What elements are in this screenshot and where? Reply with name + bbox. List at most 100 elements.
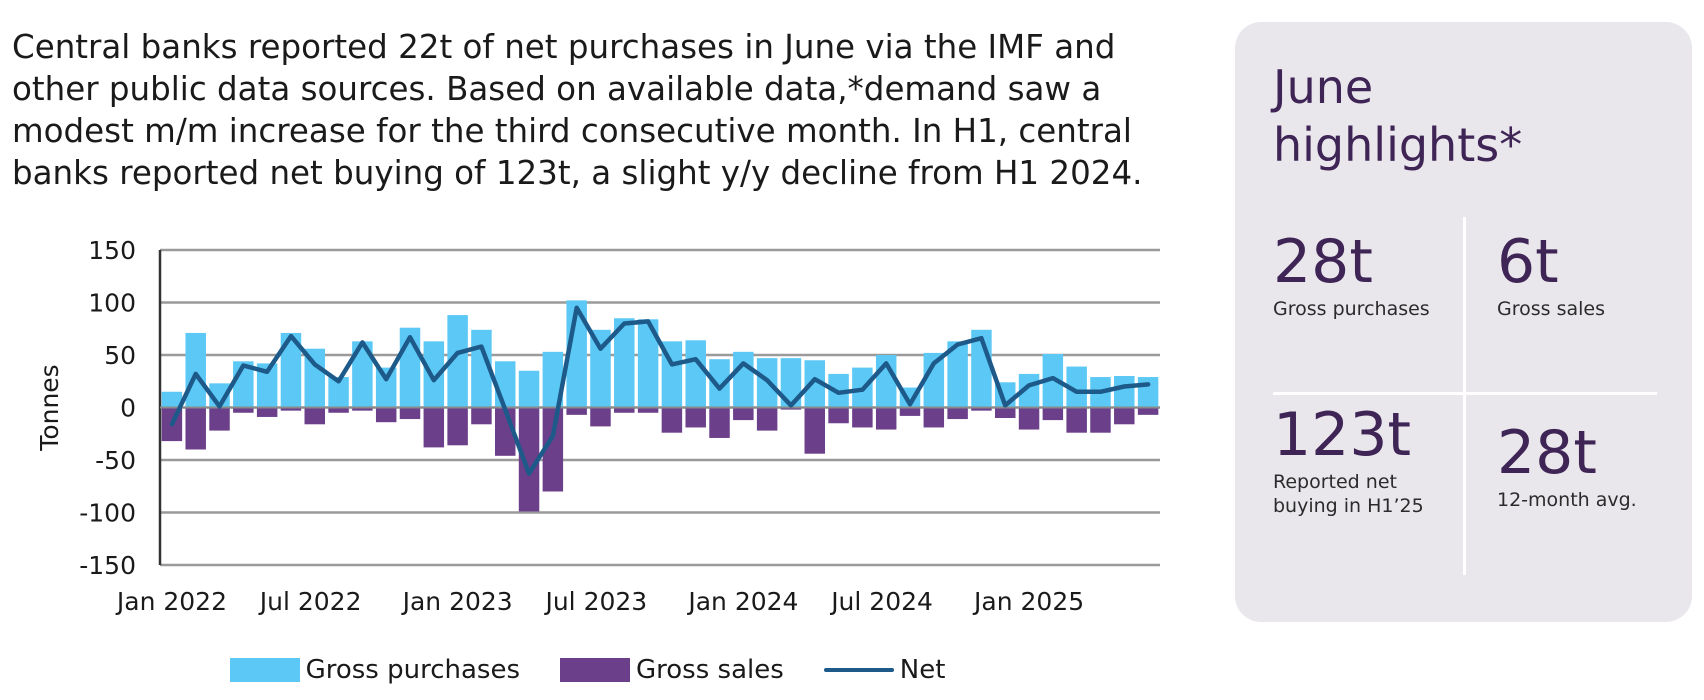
stat-12-month-avg: 28t 12-month avg. [1497, 418, 1637, 512]
bar-gross-sales [804, 407, 825, 454]
bar-gross-purchases [947, 341, 968, 408]
bar-gross-sales [709, 407, 730, 438]
chart-canvas: 150 100 50 0 -50 -100 -150 Tonnes Jan 2022 Jul 20… [35, 236, 1160, 616]
bar-gross-sales [661, 407, 683, 433]
intro-paragraph: Central banks reported 22t of net purcha… [12, 28, 1143, 192]
bar-gross-purchases [304, 348, 325, 408]
y-tick-label: 0 [120, 394, 136, 423]
legend-label-purchases: Gross purchases [305, 655, 520, 685]
bar-gross-sales [590, 407, 611, 427]
bar-gross-sales [256, 407, 278, 417]
bar-gross-sales [1066, 407, 1087, 433]
x-tick-label: Jan 2022 [115, 587, 227, 616]
legend-label-sales: Gross sales [636, 655, 784, 685]
y-axis-label: Tonnes [35, 364, 64, 451]
bar-gross-purchases [685, 340, 706, 408]
stat-label: 12-month avg. [1497, 489, 1637, 511]
bar-gross-sales [1090, 407, 1111, 433]
y-tick-label: -50 [95, 446, 136, 475]
chart-legend: Gross purchases Gross sales Net [0, 650, 1175, 690]
x-tick-label: Jan 2024 [686, 587, 798, 616]
gold-demand-chart: 150 100 50 0 -50 -100 -150 Tonnes Jan 2022 Jul 20… [0, 210, 1175, 700]
bar-gross-sales [828, 407, 849, 424]
stat-gross-sales: 6t Gross sales [1497, 227, 1605, 321]
bar-gross-sales [471, 407, 492, 425]
x-tick-label: Jul 2022 [258, 587, 362, 616]
bar-gross-sales [995, 407, 1016, 418]
bar-gross-purchases [352, 341, 373, 408]
bar-gross-purchases [590, 329, 611, 408]
bar-gross-sales [185, 407, 206, 450]
x-tick-label: Jan 2025 [972, 587, 1084, 616]
bar-gross-purchases [1137, 377, 1159, 408]
bar-gross-sales [614, 407, 635, 413]
legend-item-sales: Gross sales [560, 655, 784, 685]
bar-gross-sales [971, 407, 992, 411]
legend-item-net: Net [823, 655, 946, 685]
bar-gross-sales [352, 407, 373, 411]
bar-gross-sales [566, 407, 587, 415]
bar-gross-purchases [256, 363, 278, 408]
stat-value: 6t [1497, 227, 1559, 297]
x-tick-label: Jul 2023 [543, 587, 647, 616]
stat-label: Reported net [1273, 471, 1397, 493]
bar-gross-sales [1042, 407, 1064, 421]
legend-label-net: Net [899, 655, 946, 685]
bar-gross-sales [733, 407, 754, 421]
bar-gross-sales [518, 407, 540, 512]
bar-gross-sales [1018, 407, 1040, 430]
highlights-panel: June highlights* 28t Gross purchases 6t … [1235, 22, 1692, 622]
bar-gross-sales [209, 407, 230, 431]
bar-gross-sales [447, 407, 468, 446]
y-tick-label: 150 [88, 236, 136, 265]
y-tick-label: -100 [79, 499, 136, 528]
bar-gross-sales [399, 407, 421, 420]
bar-gross-sales [233, 407, 254, 413]
bar-gross-sales [947, 407, 968, 420]
legend-swatch-sales [560, 658, 630, 682]
bar-gross-purchases [280, 332, 302, 408]
net-line [169, 305, 1151, 476]
bar-gross-purchases [1042, 353, 1064, 408]
x-tick-label: Jul 2024 [829, 587, 933, 616]
stat-value: 28t [1497, 418, 1597, 488]
bar-gross-purchases [185, 332, 206, 408]
y-tick-label: -150 [79, 551, 136, 580]
bar-gross-sales [1137, 407, 1159, 415]
stat-value: 123t [1273, 400, 1412, 470]
bar-gross-sales [1114, 407, 1135, 425]
bar-gross-sales [375, 407, 397, 423]
bar-gross-purchases [423, 341, 445, 408]
bar-gross-sales [875, 407, 897, 430]
bar-gross-purchases [542, 351, 564, 408]
bar-gross-sales [780, 407, 802, 410]
bar-gross-purchases [447, 315, 468, 408]
bar-gross-purchases [614, 318, 635, 408]
stat-value: 28t [1273, 227, 1373, 297]
bar-gross-purchases [1114, 376, 1135, 408]
stat-label: Gross sales [1497, 298, 1605, 320]
bar-gross-purchases [375, 367, 397, 408]
bar-gross-purchases [733, 351, 754, 408]
bar-gross-purchases [161, 391, 183, 408]
bar-gross-sales [280, 407, 302, 411]
legend-item-purchases: Gross purchases [229, 655, 520, 685]
panel-title-line2: highlights* [1273, 118, 1523, 172]
bar-gross-purchases [1066, 366, 1087, 408]
bar-gross-purchases [923, 352, 945, 408]
panel-divider-horizontal [1273, 392, 1657, 395]
bar-gross-purchases [518, 370, 540, 408]
panel-title: June highlights* [1273, 58, 1522, 174]
stat-gross-purchases: 28t Gross purchases [1273, 227, 1430, 321]
bar-gross-sales [304, 407, 325, 425]
stat-label: Gross purchases [1273, 298, 1430, 320]
panel-title-line1: June [1273, 60, 1374, 114]
stat-label: buying in H1’25 [1273, 495, 1424, 517]
x-tick-label: Jan 2023 [401, 587, 513, 616]
y-tick-label: 50 [104, 341, 136, 370]
bar-gross-sales [637, 407, 659, 413]
bar-gross-purchases [804, 360, 825, 408]
stat-h1-net-buying: 123t Reported net buying in H1’25 [1273, 400, 1424, 518]
bar-gross-sales [923, 407, 945, 428]
panel-divider-vertical [1463, 217, 1466, 575]
